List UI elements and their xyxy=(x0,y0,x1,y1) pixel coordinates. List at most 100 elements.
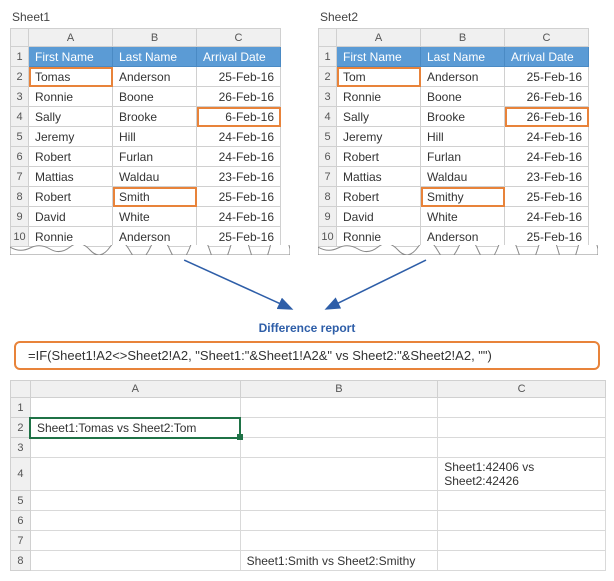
first-name-cell[interactable]: Sally xyxy=(29,107,113,127)
last-name-cell[interactable]: Anderson xyxy=(421,227,505,247)
row-header[interactable]: 3 xyxy=(11,438,31,458)
col-header[interactable]: C xyxy=(197,29,281,47)
result-cell[interactable]: Sheet1:42406 vs Sheet2:42426 xyxy=(438,458,606,491)
last-name-cell[interactable]: Waldau xyxy=(113,167,197,187)
row-header[interactable]: 8 xyxy=(11,551,31,571)
first-name-cell[interactable]: Mattias xyxy=(337,167,421,187)
table-header-cell[interactable]: Arrival Date xyxy=(505,47,589,67)
arrival-date-cell[interactable]: 26-Feb-16 xyxy=(505,87,589,107)
row-header[interactable]: 4 xyxy=(319,107,337,127)
arrival-date-cell[interactable]: 24-Feb-16 xyxy=(505,127,589,147)
table-header-cell[interactable]: Last Name xyxy=(421,47,505,67)
first-name-cell[interactable]: Robert xyxy=(337,187,421,207)
row-header[interactable]: 5 xyxy=(11,127,29,147)
arrival-date-cell[interactable]: 26-Feb-16 xyxy=(505,107,589,127)
result-cell[interactable] xyxy=(30,551,240,571)
row-header[interactable]: 1 xyxy=(11,398,31,418)
result-cell[interactable] xyxy=(240,438,438,458)
result-grid[interactable]: ABC12Sheet1:Tomas vs Sheet2:Tom34Sheet1:… xyxy=(10,380,606,571)
arrival-date-cell[interactable]: 25-Feb-16 xyxy=(505,67,589,87)
col-header[interactable]: C xyxy=(505,29,589,47)
row-header[interactable]: 3 xyxy=(319,87,337,107)
sheet2-grid[interactable]: ABC1First NameLast NameArrival Date2TomA… xyxy=(318,28,589,247)
row-header[interactable]: 9 xyxy=(11,207,29,227)
last-name-cell[interactable]: Brooke xyxy=(113,107,197,127)
row-header[interactable]: 8 xyxy=(11,187,29,207)
row-header[interactable]: 1 xyxy=(11,47,29,67)
last-name-cell[interactable]: White xyxy=(421,207,505,227)
result-cell[interactable] xyxy=(30,458,240,491)
col-header[interactable]: B xyxy=(240,381,438,398)
row-header[interactable]: 9 xyxy=(319,207,337,227)
sheet1-grid[interactable]: ABC1First NameLast NameArrival Date2Toma… xyxy=(10,28,281,247)
row-header[interactable]: 3 xyxy=(11,87,29,107)
last-name-cell[interactable]: Hill xyxy=(113,127,197,147)
first-name-cell[interactable]: David xyxy=(29,207,113,227)
result-cell[interactable] xyxy=(30,438,240,458)
first-name-cell[interactable]: Ronnie xyxy=(337,87,421,107)
last-name-cell[interactable]: Anderson xyxy=(113,67,197,87)
row-header[interactable]: 6 xyxy=(319,147,337,167)
row-header[interactable]: 5 xyxy=(319,127,337,147)
arrival-date-cell[interactable]: 25-Feb-16 xyxy=(505,227,589,247)
result-cell[interactable]: Sheet1:Tomas vs Sheet2:Tom xyxy=(30,418,240,438)
last-name-cell[interactable]: Brooke xyxy=(421,107,505,127)
last-name-cell[interactable]: Smithy xyxy=(421,187,505,207)
row-header[interactable]: 8 xyxy=(319,187,337,207)
first-name-cell[interactable]: Ronnie xyxy=(29,227,113,247)
col-header[interactable]: A xyxy=(30,381,240,398)
first-name-cell[interactable]: Tomas xyxy=(29,67,113,87)
result-cell[interactable] xyxy=(240,511,438,531)
row-header[interactable]: 7 xyxy=(319,167,337,187)
table-header-cell[interactable]: First Name xyxy=(337,47,421,67)
last-name-cell[interactable]: Anderson xyxy=(421,67,505,87)
first-name-cell[interactable]: Ronnie xyxy=(337,227,421,247)
col-header[interactable]: C xyxy=(438,381,606,398)
last-name-cell[interactable]: Boone xyxy=(113,87,197,107)
arrival-date-cell[interactable]: 23-Feb-16 xyxy=(197,167,281,187)
result-cell[interactable] xyxy=(438,491,606,511)
arrival-date-cell[interactable]: 23-Feb-16 xyxy=(505,167,589,187)
result-cell[interactable] xyxy=(438,531,606,551)
result-cell[interactable] xyxy=(30,511,240,531)
first-name-cell[interactable]: Robert xyxy=(337,147,421,167)
row-header[interactable]: 2 xyxy=(319,67,337,87)
arrival-date-cell[interactable]: 24-Feb-16 xyxy=(505,147,589,167)
first-name-cell[interactable]: Tom xyxy=(337,67,421,87)
table-header-cell[interactable]: Arrival Date xyxy=(197,47,281,67)
result-cell[interactable] xyxy=(438,551,606,571)
row-header[interactable]: 2 xyxy=(11,67,29,87)
last-name-cell[interactable]: White xyxy=(113,207,197,227)
col-header[interactable]: A xyxy=(337,29,421,47)
first-name-cell[interactable]: David xyxy=(337,207,421,227)
row-header[interactable]: 1 xyxy=(319,47,337,67)
table-header-cell[interactable]: Last Name xyxy=(113,47,197,67)
result-cell[interactable] xyxy=(240,491,438,511)
row-header[interactable]: 7 xyxy=(11,167,29,187)
first-name-cell[interactable]: Jeremy xyxy=(337,127,421,147)
first-name-cell[interactable]: Mattias xyxy=(29,167,113,187)
arrival-date-cell[interactable]: 26-Feb-16 xyxy=(197,87,281,107)
col-header[interactable]: B xyxy=(113,29,197,47)
col-header[interactable]: A xyxy=(29,29,113,47)
arrival-date-cell[interactable]: 24-Feb-16 xyxy=(197,127,281,147)
last-name-cell[interactable]: Furlan xyxy=(421,147,505,167)
last-name-cell[interactable]: Hill xyxy=(421,127,505,147)
last-name-cell[interactable]: Anderson xyxy=(113,227,197,247)
last-name-cell[interactable]: Smith xyxy=(113,187,197,207)
result-cell[interactable] xyxy=(240,458,438,491)
result-cell[interactable] xyxy=(240,398,438,418)
row-header[interactable]: 6 xyxy=(11,147,29,167)
result-cell[interactable] xyxy=(240,418,438,438)
last-name-cell[interactable]: Waldau xyxy=(421,167,505,187)
arrival-date-cell[interactable]: 25-Feb-16 xyxy=(197,67,281,87)
arrival-date-cell[interactable]: 24-Feb-16 xyxy=(505,207,589,227)
row-header[interactable]: 7 xyxy=(11,531,31,551)
first-name-cell[interactable]: Ronnie xyxy=(29,87,113,107)
last-name-cell[interactable]: Boone xyxy=(421,87,505,107)
result-cell[interactable] xyxy=(438,398,606,418)
first-name-cell[interactable]: Robert xyxy=(29,147,113,167)
row-header[interactable]: 10 xyxy=(11,227,29,247)
result-cell[interactable] xyxy=(240,531,438,551)
row-header[interactable]: 4 xyxy=(11,458,31,491)
